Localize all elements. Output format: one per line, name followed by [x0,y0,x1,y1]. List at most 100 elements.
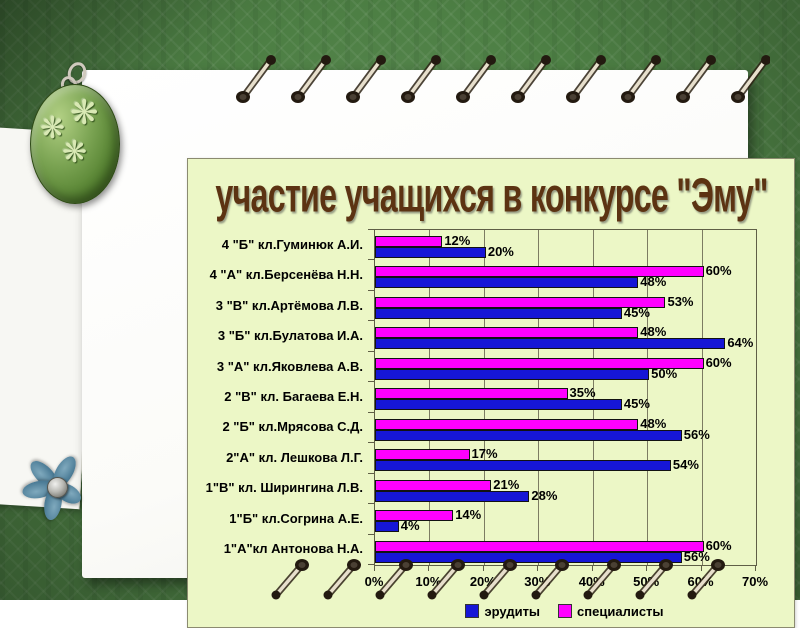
spiral-binding-top-icon [230,46,770,110]
bar [375,418,639,430]
bar-value-label: 60% [705,537,732,553]
y-axis-tick [368,564,374,565]
chart-legend: эрудиты специалисты [374,601,755,621]
y-axis-tick [368,442,374,444]
bar-value-label: 14% [455,507,482,523]
legend-item: специалисты [558,603,664,619]
x-axis-tick [591,566,593,571]
bar-value-label: 45% [623,304,650,320]
y-axis-tick [368,472,374,474]
category-label: 3 "Б" кл.Булатова И.А. [217,328,363,344]
x-tick-label: 10% [415,574,442,589]
bar-value-label: 48% [640,274,667,290]
bar [375,307,622,319]
bar [375,429,682,441]
bar [375,460,671,472]
bar-value-label: 4% [400,518,420,534]
bar-value-label: 53% [667,293,694,309]
bar-value-label: 48% [640,415,667,431]
slide-title-text: участие учащихся в конкурсе "Эму" [214,167,768,223]
blue-flower-ornament [20,442,90,528]
bar [375,449,470,461]
y-axis-tick [368,533,374,535]
category-label: 1"В" кл. Ширингина Л.В. [205,480,363,496]
bar-value-label: 60% [705,263,732,279]
bar-value-label: 56% [683,426,710,442]
flower-center-brad [47,477,68,498]
legend-item: эрудиты [465,604,540,619]
legend-swatch-erudites [465,604,480,618]
bar-value-label: 64% [727,335,754,351]
category-label: 3 "В" кл.Артёмова Л.В. [215,297,363,313]
category-labels: 4 "Б" кл.Гуминюк А.И. 4 "А" кл.Берсенёва … [188,229,370,564]
category-label: 4 "Б" кл.Гуминюк А.И. [221,236,363,252]
legend-swatch-specialists [558,604,573,618]
y-axis-tick [368,503,374,505]
x-tick-label: 0% [364,574,384,589]
y-axis-tick [368,259,374,261]
bar-value-label: 56% [683,548,710,564]
x-axis-tick [537,566,539,571]
bar [375,277,639,289]
bar-value-label: 28% [531,487,558,503]
y-axis-tick [368,411,374,413]
bar [375,266,704,278]
bar [375,479,492,491]
gridline [592,230,594,565]
flower-icon: ❋ [62,136,88,169]
flower-icon: ❋ [40,112,66,145]
bar [375,247,486,258]
bar-value-label: 54% [672,457,699,473]
chart-panel: участие учащихся в конкурсе "Эму" 4 "Б" … [187,158,795,628]
plot-area: 12% 20% 60% 48% 53% 45% 48% 64% 60% 50% 35% 45% 48% 5… [374,229,757,566]
bar-value-label: 20% [487,244,514,259]
x-axis-tick [646,566,648,571]
gridline [647,230,649,565]
category-label: 3 "А" кл.Яковлева А.В. [216,358,363,374]
pendant-oval [30,84,120,204]
bar-value-label: 50% [651,365,678,381]
legend-label: эрудиты [484,603,541,619]
category-label: 1"Б" кл.Согрина А.Е. [229,510,363,526]
bar [375,368,650,380]
y-axis-tick [368,320,374,322]
x-axis-tick [482,566,484,571]
bar-value-label: 48% [640,324,667,340]
category-label: 2 "Б" кл.Мрясова С.Д. [222,419,363,435]
x-axis-tick [374,566,375,571]
category-label: 1"А"кл Антонова Н.А. [223,541,363,557]
bar-value-label: 60% [705,354,732,370]
bar [375,236,443,247]
spiral-binding-bottom-icon [265,550,765,600]
y-axis-tick [368,289,374,291]
bar-value-label: 45% [623,396,650,412]
bar [375,399,622,411]
x-tick-label: 70% [741,574,769,589]
bar-value-label: 21% [493,476,520,492]
green-pendant-ornament: ❋ ❋ ❋ [30,59,120,204]
slide-title: участие учащихся в конкурсе "Эму" [188,164,794,226]
x-axis-tick [428,566,430,571]
bar [375,388,568,400]
bar-value-label: 12% [444,233,471,248]
gridline [701,230,703,565]
bar-value-label: 17% [471,446,498,462]
bar [375,338,726,350]
y-axis-tick [368,350,374,352]
bar [375,510,454,522]
bar [375,540,704,552]
bar [375,551,682,563]
category-label: 2"А" кл. Лешкова Л.Г. [226,449,363,465]
category-label: 2 "В" кл. Багаева Е.Н. [224,388,363,404]
y-axis-tick [368,381,374,383]
bar [375,521,399,533]
legend-label: специалисты [577,603,664,619]
x-axis-tick [755,566,756,571]
bar [375,357,704,369]
flower-icon: ❋ [70,94,99,132]
bar [375,327,639,339]
category-label: 4 "А" кл.Берсенёва Н.Н. [209,267,363,283]
bar [375,490,530,502]
y-axis-tick [368,229,374,230]
x-axis-tick [700,566,702,571]
